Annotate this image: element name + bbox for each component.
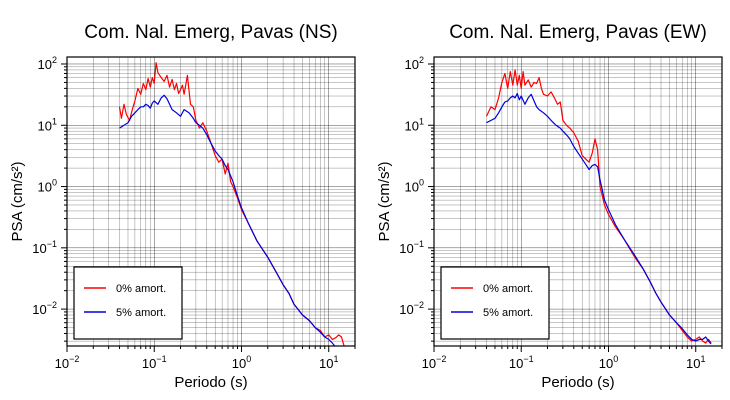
y-tick-label: 100 (38, 178, 57, 195)
x-tick-exponent: −2 (436, 354, 446, 364)
y-tick-label: 10−1 (32, 239, 57, 256)
x-tick-exponent: 0 (246, 354, 251, 364)
series-line-damped (119, 94, 336, 346)
y-tick-label: 10−2 (32, 300, 57, 317)
y-tick-base: 10 (405, 57, 419, 72)
x-tick-label: 10−2 (422, 354, 447, 371)
x-tick-exponent: −2 (69, 354, 79, 364)
legend-label: 5% amort. (116, 307, 166, 319)
x-tick-base: 10 (599, 356, 613, 371)
legend: 0% amort. 5% amort. (440, 266, 550, 340)
axis-ticks (61, 63, 356, 352)
x-tick-label: 10−2 (55, 354, 80, 371)
chart-title: Com. Nal. Emerg, Pavas (EW) (449, 22, 707, 43)
y-axis-label: PSA (cm/s²) (9, 161, 26, 241)
x-tick-base: 10 (55, 356, 69, 371)
y-tick-label: 102 (405, 55, 424, 72)
y-tick-base: 10 (32, 241, 46, 256)
x-tick-exponent: −1 (523, 354, 533, 364)
x-tick-label: 101 (319, 354, 338, 371)
x-tick-base: 10 (422, 356, 436, 371)
x-axis-label: Periodo (s) (541, 374, 614, 391)
y-tick-base: 10 (38, 57, 52, 72)
y-tick-base: 10 (32, 302, 46, 317)
y-tick-exponent: 0 (52, 178, 57, 188)
y-tick-exponent: 1 (52, 116, 57, 126)
x-axis-label: Periodo (s) (174, 374, 247, 391)
y-tick-label: 102 (38, 55, 57, 72)
plot-frame (433, 56, 723, 347)
y-tick-base: 10 (405, 180, 419, 195)
y-tick-exponent: −2 (414, 300, 424, 310)
y-tick-exponent: 2 (52, 55, 57, 65)
axis-ticks (428, 63, 723, 352)
legend-box (73, 266, 183, 340)
x-tick-label: 10−1 (142, 354, 167, 371)
y-tick-base: 10 (399, 302, 413, 317)
x-tick-label: 100 (232, 354, 251, 371)
x-tick-base: 10 (319, 356, 333, 371)
x-tick-label: 101 (686, 354, 705, 371)
y-tick-label: 101 (38, 116, 57, 133)
y-tick-exponent: −1 (47, 239, 57, 249)
legend-box (440, 266, 550, 340)
y-tick-exponent: 1 (419, 116, 424, 126)
y-tick-base: 10 (405, 118, 419, 133)
y-tick-base: 10 (399, 241, 413, 256)
legend-label: 0% amort. (116, 283, 166, 295)
plot-frame (66, 56, 356, 347)
y-tick-exponent: 0 (419, 178, 424, 188)
y-tick-exponent: 2 (419, 55, 424, 65)
legend-label: 0% amort. (483, 283, 533, 295)
x-tick-base: 10 (232, 356, 246, 371)
legend-label: 5% amort. (483, 307, 533, 319)
x-tick-label: 100 (599, 354, 618, 371)
series-line-damped (486, 92, 712, 345)
x-tick-exponent: 1 (333, 354, 338, 364)
x-tick-base: 10 (142, 356, 156, 371)
y-tick-label: 100 (405, 178, 424, 195)
grid-lines (67, 57, 355, 346)
y-tick-base: 10 (38, 180, 52, 195)
x-tick-exponent: 1 (700, 354, 705, 364)
y-tick-label: 101 (405, 116, 424, 133)
x-tick-base: 10 (686, 356, 700, 371)
y-tick-label: 10−2 (399, 300, 424, 317)
y-axis-label: PSA (cm/s²) (376, 161, 393, 241)
x-tick-exponent: −1 (156, 354, 166, 364)
x-tick-label: 10−1 (509, 354, 534, 371)
chart-title: Com. Nal. Emerg, Pavas (NS) (84, 22, 337, 43)
y-tick-exponent: −1 (414, 239, 424, 249)
y-tick-label: 10−1 (399, 239, 424, 256)
legend: 0% amort. 5% amort. (73, 266, 183, 340)
y-tick-exponent: −2 (47, 300, 57, 310)
x-tick-base: 10 (509, 356, 523, 371)
x-tick-exponent: 0 (613, 354, 618, 364)
y-tick-base: 10 (38, 118, 52, 133)
